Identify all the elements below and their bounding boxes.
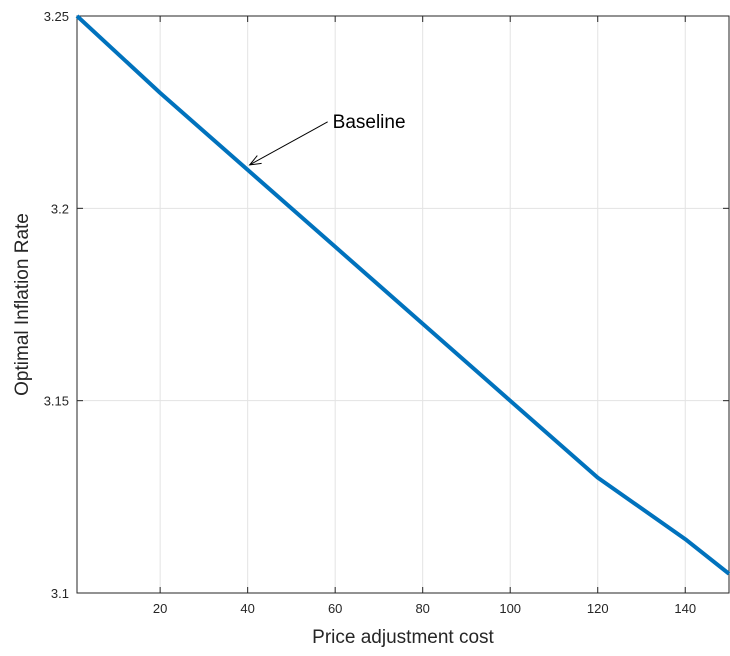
y-tick-label: 3.15 <box>44 394 69 409</box>
y-tick-label: 3.2 <box>51 201 69 216</box>
x-tick-label: 60 <box>328 601 342 616</box>
plot-area-border <box>76 15 730 594</box>
x-tick-labels: 20 40 60 80 100 120 140 <box>153 601 696 616</box>
y-tick-label: 3.1 <box>51 586 69 601</box>
x-tick-label: 120 <box>587 601 609 616</box>
x-tick-label: 20 <box>153 601 167 616</box>
y-tick-label: 3.25 <box>44 9 69 24</box>
y-tick-labels: 3.1 3.15 3.2 3.25 <box>44 9 69 601</box>
series-lines <box>75 14 730 576</box>
y-axis-label: Optimal Inflation Rate <box>12 213 33 396</box>
annotation-arrow-head <box>248 155 262 166</box>
annotation-label: Baseline <box>333 112 406 133</box>
tick-marks <box>77 15 729 594</box>
annotations: Baseline <box>248 112 406 166</box>
x-tick-label: 40 <box>240 601 254 616</box>
series-line <box>75 14 730 576</box>
x-axis-label: Price adjustment cost <box>312 627 494 648</box>
x-tick-label: 100 <box>499 601 521 616</box>
x-tick-label: 140 <box>674 601 696 616</box>
annotation-arrow-line <box>249 121 328 166</box>
x-tick-label: 80 <box>415 601 429 616</box>
